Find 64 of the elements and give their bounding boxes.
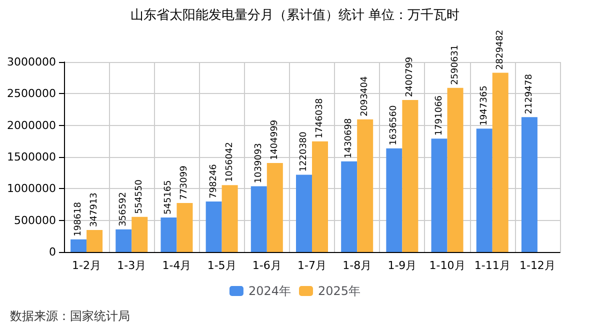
data-label: 798246 — [208, 164, 219, 198]
data-label: 1947365 — [479, 86, 490, 126]
x-tick-label: 1-9月 — [388, 259, 417, 272]
x-tick-label: 1-4月 — [162, 259, 192, 272]
bar — [266, 163, 283, 252]
x-tick-label: 1-3月 — [117, 259, 146, 272]
bar — [116, 229, 132, 252]
bar — [492, 72, 508, 252]
y-tick-label: 1500000 — [7, 150, 56, 164]
y-tick-label: 2500000 — [7, 87, 56, 100]
bar — [222, 185, 238, 252]
x-tick-label: 1-8月 — [342, 259, 372, 272]
data-label: 773099 — [180, 165, 190, 200]
y-tick-label: 1000000 — [7, 182, 56, 196]
bar — [341, 161, 358, 252]
data-label: 1220380 — [299, 131, 309, 172]
source-note: 数据来源：国家统计局 — [10, 309, 130, 323]
x-tick-label: 1-2月 — [72, 259, 102, 272]
data-label: 554550 — [134, 179, 145, 214]
x-tick-label: 1-11月 — [474, 259, 510, 272]
data-label: 1746038 — [315, 98, 325, 138]
data-label: 2129478 — [524, 74, 534, 114]
x-tick-label: 1-10月 — [429, 259, 466, 272]
bar — [386, 148, 402, 252]
data-label: 1056042 — [224, 142, 235, 182]
x-tick-label: 1-5月 — [207, 259, 236, 272]
y-tick-label: 500000 — [14, 214, 56, 227]
data-label: 1039093 — [254, 143, 264, 184]
data-label: 356592 — [118, 192, 129, 226]
data-label: 198618 — [74, 202, 84, 236]
bar — [521, 117, 538, 252]
data-label: 2829482 — [495, 30, 506, 70]
bar — [176, 203, 193, 252]
bar — [86, 230, 103, 252]
data-label: 545165 — [164, 180, 174, 214]
bar — [206, 201, 222, 252]
legend-label: 2025年 — [318, 284, 361, 298]
bar — [312, 141, 328, 252]
y-tick-label: 3000000 — [7, 56, 56, 68]
bar — [476, 128, 492, 252]
data-label: 2590631 — [450, 44, 460, 85]
bar — [357, 119, 374, 252]
bar — [132, 216, 148, 252]
data-label: 1404999 — [270, 120, 280, 160]
x-tick-label: 1-6月 — [252, 259, 282, 272]
data-label: 1430698 — [344, 118, 354, 158]
bar — [296, 174, 312, 252]
legend-label: 2024年 — [248, 284, 292, 298]
x-tick-label: 1-12月 — [519, 259, 556, 272]
bar — [402, 100, 418, 252]
chart-title: 山东省太阳能发电量分月（累计值）统计 单位：万千瓦时 — [130, 8, 460, 23]
bar — [250, 186, 267, 252]
data-label: 1636560 — [389, 104, 400, 146]
data-label: 2093404 — [360, 76, 370, 116]
y-tick-label: 0 — [49, 246, 56, 258]
data-label: 2400799 — [405, 56, 416, 97]
data-label: 347913 — [90, 192, 100, 227]
bar — [70, 239, 87, 252]
bar — [431, 138, 448, 252]
bar — [160, 217, 177, 252]
bar — [447, 88, 464, 252]
y-tick-label: 2000000 — [7, 118, 56, 132]
x-tick-label: 1-7月 — [298, 259, 326, 272]
data-label: 1791066 — [434, 95, 444, 136]
